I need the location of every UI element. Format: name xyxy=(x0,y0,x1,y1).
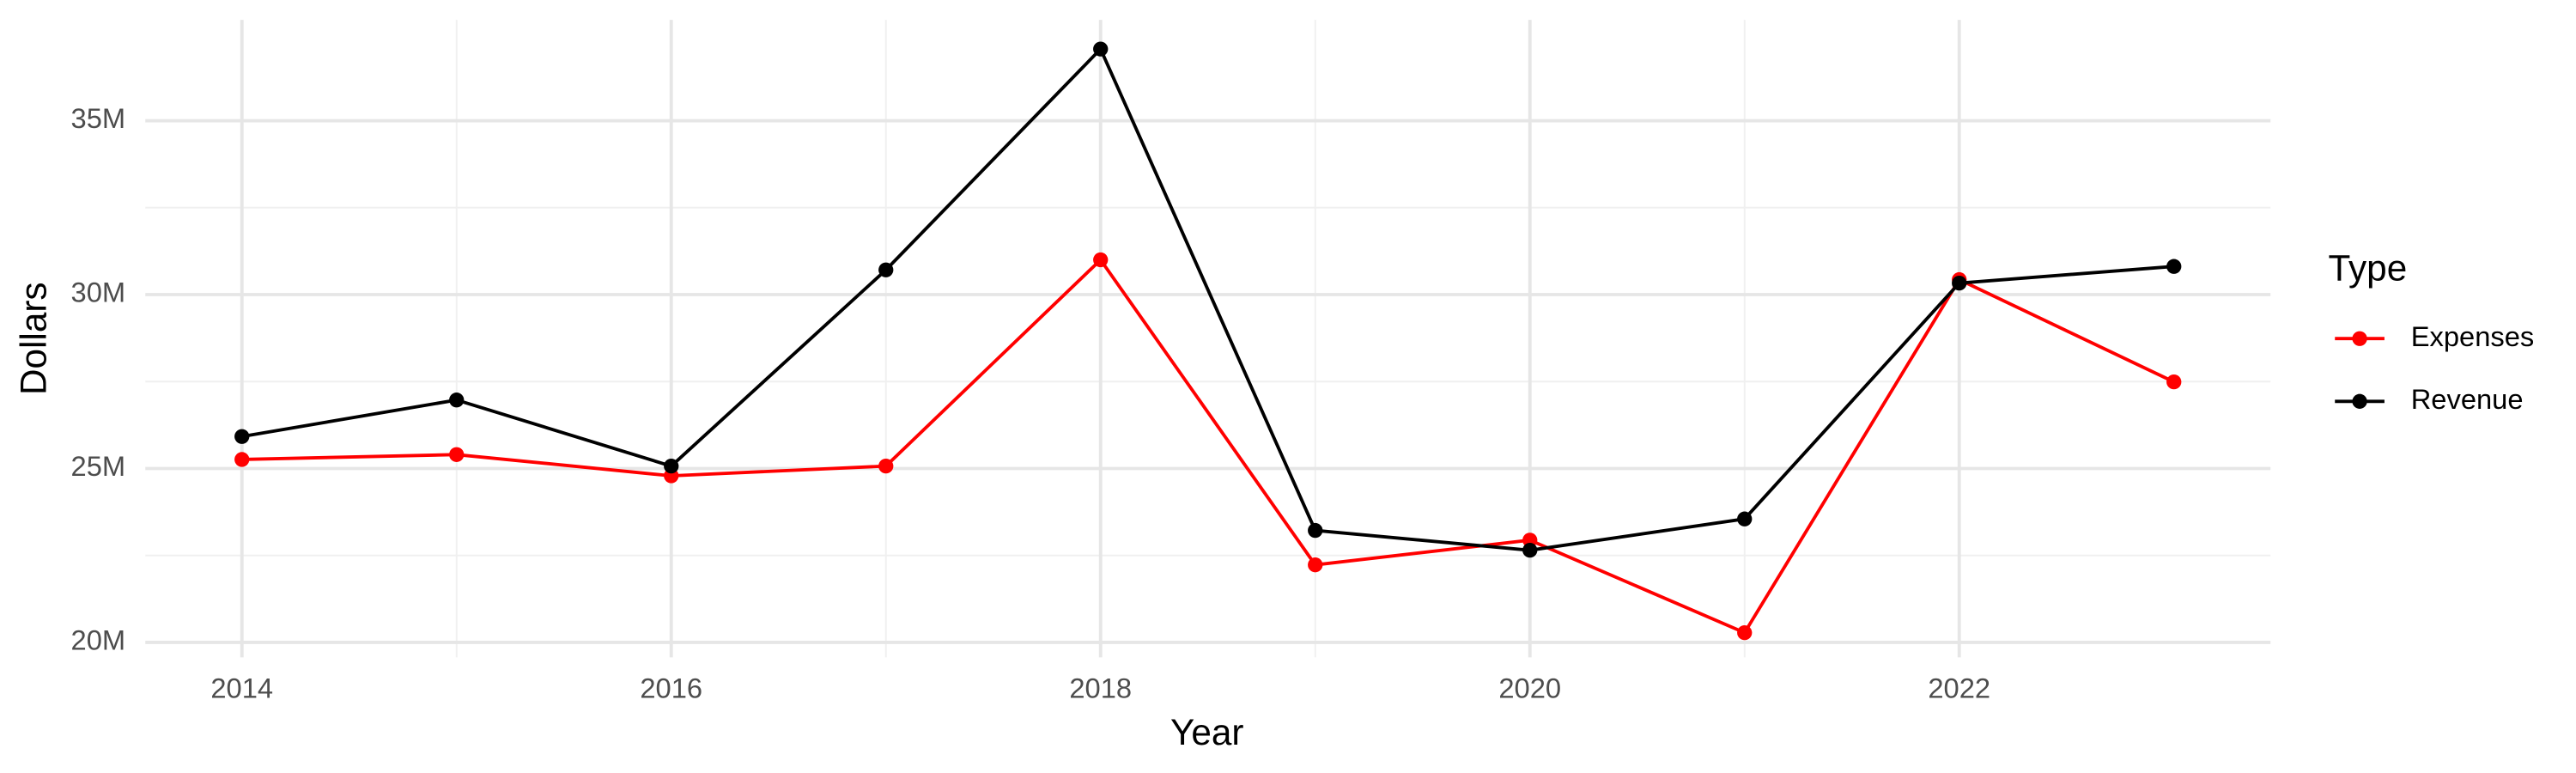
data-point xyxy=(449,447,465,462)
data-point xyxy=(1308,522,1323,539)
data-point xyxy=(1093,252,1109,268)
data-point xyxy=(1093,41,1109,57)
x-axis-label: Year xyxy=(1170,712,1243,752)
data-point xyxy=(1737,511,1753,526)
series-line xyxy=(241,46,2174,552)
y-tick-label: 25M xyxy=(71,450,126,482)
data-point xyxy=(234,452,250,467)
x-tick-label: 2020 xyxy=(1498,672,1561,703)
y-tick-label: 20M xyxy=(71,624,126,656)
x-tick-label: 2016 xyxy=(640,672,702,703)
legend-label: Revenue xyxy=(2411,383,2524,415)
x-tick-label: 2022 xyxy=(1928,672,1990,703)
data-point xyxy=(1952,275,1967,291)
data-point xyxy=(878,458,894,474)
y-tick-label: 30M xyxy=(71,277,126,308)
legend-marker xyxy=(2352,393,2367,409)
x-tick-label: 2014 xyxy=(210,672,273,703)
legend-label: Expenses xyxy=(2411,320,2535,352)
data-point xyxy=(2166,259,2182,274)
data-point xyxy=(449,393,465,408)
legend-marker xyxy=(2352,331,2367,346)
data-point xyxy=(1522,543,1538,558)
y-axis-label: Dollars xyxy=(13,282,53,395)
data-point xyxy=(234,429,250,444)
data-point xyxy=(1308,557,1323,573)
legend-title: Type xyxy=(2329,248,2408,289)
data-point xyxy=(664,458,679,474)
data-point xyxy=(878,262,894,277)
x-tick-label: 2018 xyxy=(1069,672,1132,703)
data-point xyxy=(2166,374,2182,390)
data-point xyxy=(1737,624,1753,641)
y-tick-label: 35M xyxy=(71,102,126,134)
series-line xyxy=(241,257,2175,636)
